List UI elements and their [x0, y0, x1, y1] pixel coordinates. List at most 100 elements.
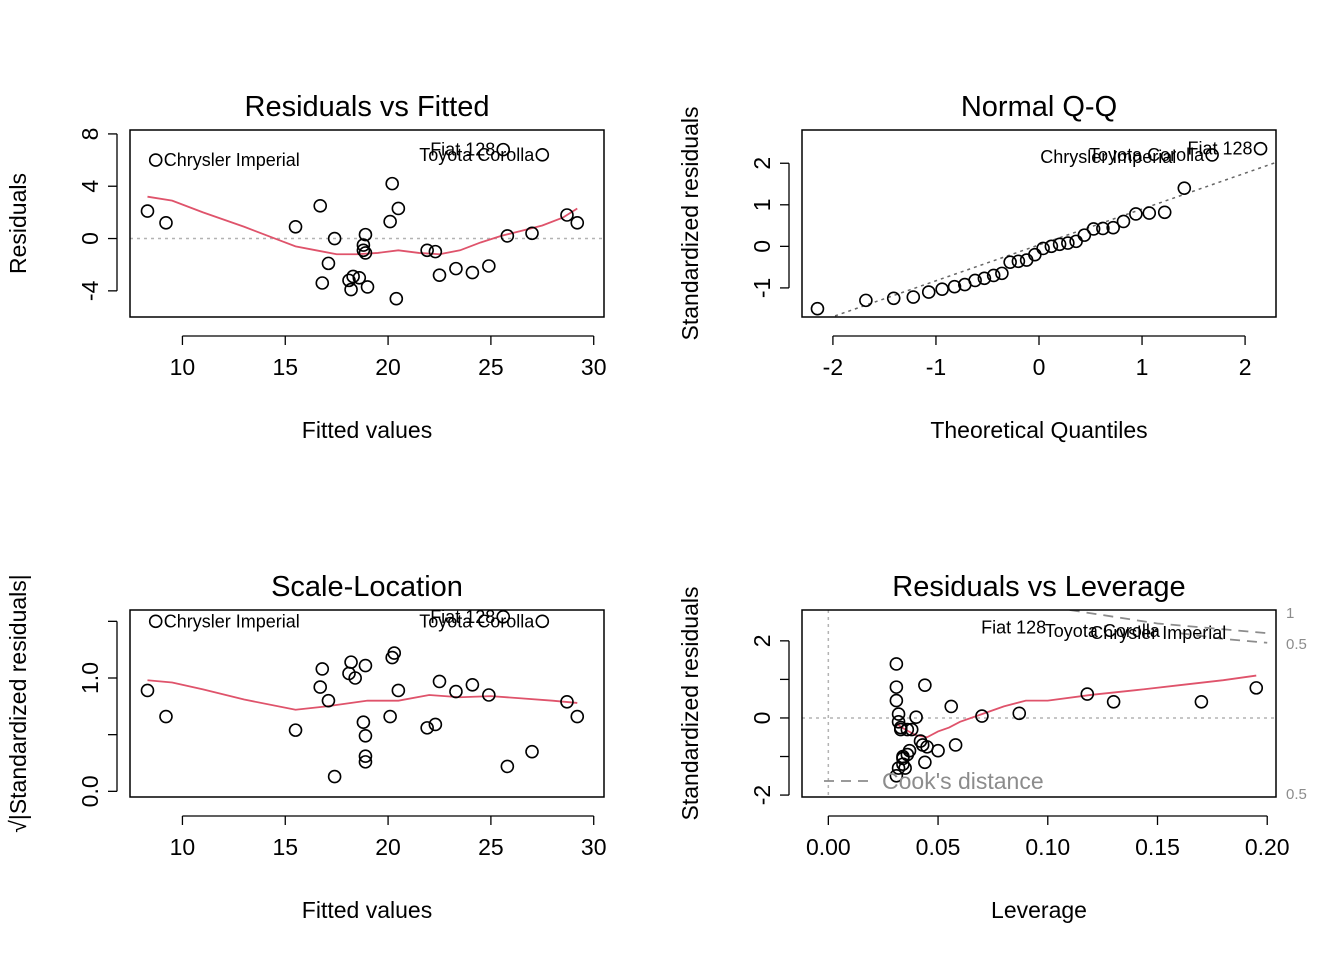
x-tick-label: 15: [272, 834, 298, 860]
y-tick-label: 2: [749, 157, 775, 170]
data-point: [995, 266, 1009, 281]
data-point: [465, 265, 480, 280]
x-tick-label: 25: [478, 354, 504, 380]
y-tick-label: -2: [749, 785, 775, 805]
data-point: [525, 744, 539, 759]
x-tick-label: 20: [375, 834, 401, 860]
y-axis-label: Residuals: [5, 173, 31, 274]
data-point: [315, 276, 330, 290]
data-point: [482, 688, 496, 702]
x-tick-label: 0.10: [1025, 834, 1070, 860]
data-point: [465, 677, 480, 692]
data-point: [358, 755, 373, 769]
point-label: Fiat 128: [981, 617, 1046, 637]
x-tick-label: 0.15: [1135, 834, 1180, 860]
data-point: [327, 231, 342, 246]
data-point: [898, 761, 912, 775]
data-point: [358, 749, 373, 764]
panel-title: Normal Q-Q: [961, 91, 1117, 123]
y-tick-label: -1: [749, 278, 775, 298]
data-point: [535, 148, 550, 162]
panel-title: Residuals vs Fitted: [245, 91, 490, 123]
x-tick-label: 15: [272, 354, 298, 380]
x-axis-label: Leverage: [991, 897, 1087, 923]
residuals-vs-fitted-panel: Residuals vs Fitted Fitted values Residu…: [5, 91, 607, 443]
data-point: [1036, 241, 1050, 256]
cooks-level-label: 1: [1286, 605, 1294, 622]
data-point: [986, 268, 1001, 283]
data-point: [900, 722, 915, 737]
y-tick-label: -4: [77, 280, 103, 301]
plot-area: [147, 679, 578, 711]
data-point: [1253, 141, 1268, 156]
y-axis-label: Standardized residuals: [677, 587, 703, 821]
data-point: [432, 268, 447, 282]
x-tick-label: 0.00: [806, 834, 851, 860]
x-axis-label: Fitted values: [302, 897, 432, 923]
data-point: [935, 282, 949, 296]
data-point: [148, 153, 163, 167]
data-point: [420, 243, 434, 258]
data-point: [449, 684, 463, 699]
data-point: [570, 709, 585, 724]
x-axis-label: Theoretical Quantiles: [930, 417, 1147, 443]
plot-area: [802, 610, 1276, 797]
data-point: [1157, 205, 1172, 220]
data-point: [348, 671, 362, 685]
data-point: [1205, 148, 1219, 162]
y-tick-label: 0: [77, 232, 103, 245]
x-tick-label: 10: [170, 834, 196, 860]
data-point: [918, 678, 932, 692]
x-tick-label: 1: [1136, 354, 1149, 380]
plot-frame: [801, 129, 1277, 318]
y-tick-label: 8: [77, 128, 103, 141]
data-point: [159, 709, 173, 724]
normal-qq-panel: Normal Q-Q Theoretical Quantiles Standar…: [677, 91, 1277, 443]
data-point: [313, 199, 328, 213]
data-point: [140, 204, 155, 218]
data-point: [342, 273, 356, 288]
data-point: [900, 747, 915, 762]
data-point: [391, 201, 406, 216]
data-point: [1116, 214, 1131, 229]
data-point: [360, 280, 375, 294]
data-point: [968, 273, 982, 288]
residuals-vs-leverage-panel: Residuals vs Leverage Leverage Standardi…: [677, 571, 1307, 923]
data-point: [346, 269, 360, 284]
data-point: [327, 769, 342, 784]
data-point: [947, 279, 962, 294]
data-point: [432, 674, 447, 689]
data-point: [344, 655, 358, 669]
y-tick-label: 2: [749, 634, 775, 647]
data-point: [449, 261, 463, 276]
data-point: [356, 715, 371, 730]
x-tick-label: 0.05: [916, 834, 961, 860]
data-point: [344, 282, 358, 297]
y-tick-label: 4: [77, 180, 103, 193]
data-point: [356, 243, 371, 258]
data-point: [383, 709, 397, 724]
data-point: [889, 768, 904, 783]
data-point: [896, 751, 910, 766]
point-label: Chrysler Imperial: [1090, 623, 1226, 643]
data-point: [159, 216, 173, 230]
x-tick-label: 30: [581, 354, 607, 380]
data-point: [500, 229, 515, 243]
data-point: [391, 683, 406, 698]
data-point: [1086, 222, 1101, 236]
x-tick-label: 25: [478, 834, 504, 860]
data-point: [1011, 254, 1026, 269]
x-tick-label: 0.20: [1245, 834, 1290, 860]
data-point: [140, 683, 155, 698]
cooks-distance-contour: [1069, 610, 1268, 635]
y-tick-label: 1: [749, 198, 775, 211]
data-point: [859, 293, 873, 308]
data-point: [356, 238, 371, 252]
plot-frame: [801, 609, 1277, 798]
data-point: [496, 609, 511, 624]
data-point: [975, 709, 989, 723]
data-point: [352, 270, 367, 285]
data-point: [1077, 228, 1092, 242]
data-point: [321, 693, 336, 708]
